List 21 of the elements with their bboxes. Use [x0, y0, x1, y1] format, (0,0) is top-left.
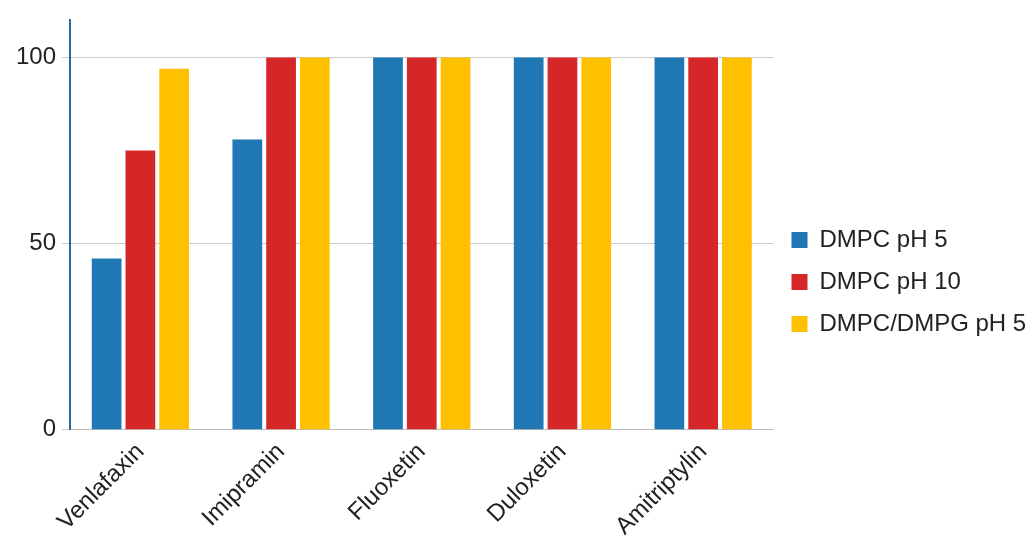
bar: [722, 57, 752, 430]
y-tick-label: 0: [42, 414, 57, 442]
bar: [688, 57, 719, 430]
bar: [232, 139, 263, 430]
legend-label: DMPC pH 10: [819, 266, 961, 294]
bar: [406, 57, 437, 430]
y-tick-label: 100: [16, 42, 57, 70]
bar: [91, 258, 122, 430]
bar: [373, 57, 403, 430]
bar: [266, 57, 296, 430]
y-tick-label: 50: [29, 228, 57, 256]
bar: [299, 57, 330, 430]
bar: [440, 57, 471, 430]
bar: [581, 57, 612, 430]
bar: [159, 68, 190, 430]
bar: [547, 57, 578, 430]
bar: [125, 150, 156, 430]
bar: [654, 57, 685, 430]
legend-label: DMPC pH 5: [819, 224, 948, 252]
bar: [513, 57, 544, 430]
legend-label: DMPC/DMPG pH 5: [819, 308, 1027, 336]
